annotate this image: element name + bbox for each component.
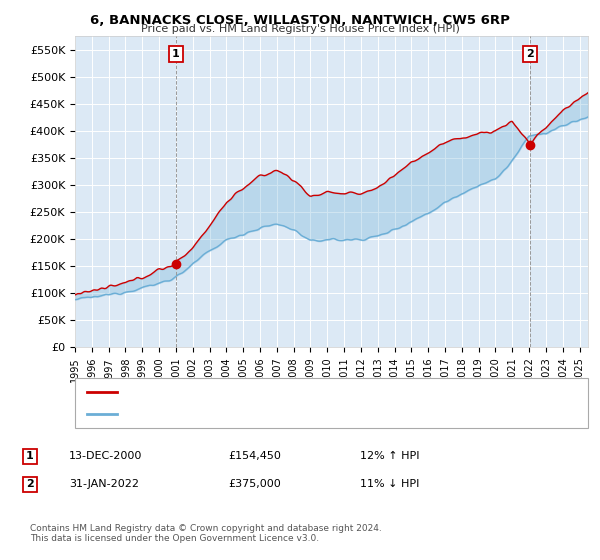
Text: 1: 1 (26, 451, 34, 461)
Text: £154,450: £154,450 (228, 451, 281, 461)
Text: 13-DEC-2000: 13-DEC-2000 (69, 451, 142, 461)
Text: 12% ↑ HPI: 12% ↑ HPI (360, 451, 419, 461)
Text: 2: 2 (527, 49, 535, 59)
Text: HPI: Average price, detached house, Cheshire East: HPI: Average price, detached house, Ches… (126, 409, 391, 419)
Text: 6, BANNACKS CLOSE, WILLASTON, NANTWICH, CW5 6RP (detached house): 6, BANNACKS CLOSE, WILLASTON, NANTWICH, … (126, 387, 515, 397)
Text: 1: 1 (172, 49, 180, 59)
Text: 31-JAN-2022: 31-JAN-2022 (69, 479, 139, 489)
Text: £375,000: £375,000 (228, 479, 281, 489)
Text: 2: 2 (26, 479, 34, 489)
Text: Contains HM Land Registry data © Crown copyright and database right 2024.
This d: Contains HM Land Registry data © Crown c… (30, 524, 382, 543)
Text: Price paid vs. HM Land Registry's House Price Index (HPI): Price paid vs. HM Land Registry's House … (140, 24, 460, 34)
Text: 6, BANNACKS CLOSE, WILLASTON, NANTWICH, CW5 6RP: 6, BANNACKS CLOSE, WILLASTON, NANTWICH, … (90, 14, 510, 27)
Text: 11% ↓ HPI: 11% ↓ HPI (360, 479, 419, 489)
